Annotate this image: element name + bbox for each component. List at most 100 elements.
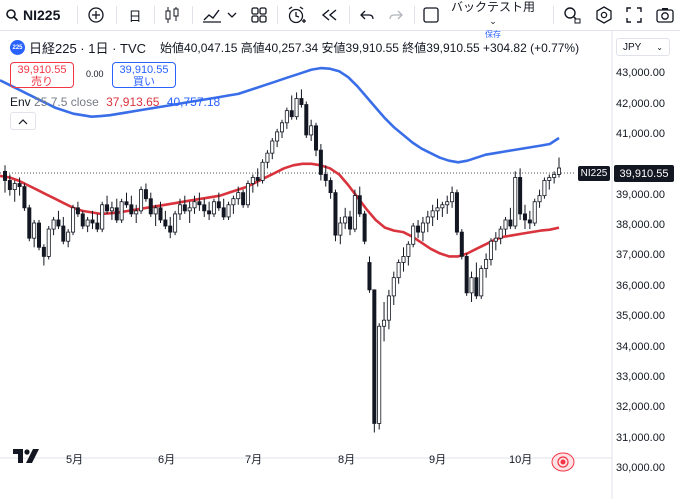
candle xyxy=(386,289,391,330)
candle xyxy=(508,207,513,230)
candle xyxy=(71,204,76,236)
price-axis-label: 38,000.00 xyxy=(616,219,665,232)
envelope-indicator-legend[interactable]: Env 25 7.5 close 37,913.65 40,757.18 xyxy=(10,95,220,109)
candle xyxy=(216,192,221,211)
alert-icon xyxy=(287,6,307,24)
interval-button[interactable]: 日 xyxy=(126,0,144,30)
close-label: 終値 xyxy=(402,41,427,55)
candle xyxy=(236,186,241,205)
save-checkbox[interactable] xyxy=(421,0,441,30)
candle xyxy=(396,259,401,284)
candle xyxy=(3,165,8,193)
fullscreen-icon xyxy=(626,7,642,23)
price-axis-label: 36,000.00 xyxy=(616,279,665,292)
symbol-logo: 225 xyxy=(10,40,25,55)
candle xyxy=(527,210,532,230)
candle xyxy=(391,271,396,306)
candle xyxy=(435,198,440,220)
candle xyxy=(474,262,479,299)
candle xyxy=(279,119,284,138)
candle xyxy=(41,244,46,266)
currency-selector[interactable]: JPY ⌄ xyxy=(616,38,670,56)
replay-icon xyxy=(320,8,340,22)
last-price-symbol-tag: NI225 xyxy=(578,166,610,181)
settings-button[interactable] xyxy=(594,0,614,30)
candle xyxy=(211,198,216,217)
indicator-params: 25 7.5 close xyxy=(34,95,99,109)
time-axis-label: 9月 xyxy=(429,454,447,466)
candle xyxy=(338,216,343,245)
quick-search-button[interactable] xyxy=(562,0,582,30)
checkbox-icon xyxy=(423,7,439,23)
indicators-button[interactable] xyxy=(200,0,240,30)
candle xyxy=(479,265,484,299)
chart-type-button[interactable] xyxy=(163,0,181,30)
alert-button[interactable] xyxy=(286,0,308,30)
high-label: 高値 xyxy=(240,41,265,55)
backtest-save-status: 保存 xyxy=(485,30,501,39)
candle xyxy=(158,201,163,224)
price-chart[interactable] xyxy=(0,31,680,499)
candle xyxy=(425,210,430,233)
top-toolbar: NI225 日 バックテスト用 ⌄ 保存 xyxy=(0,0,680,39)
backtest-layout-button[interactable]: バックテスト用 ⌄ 保存 xyxy=(448,1,538,41)
replay-button[interactable] xyxy=(320,0,340,30)
candle xyxy=(153,204,158,227)
candle xyxy=(182,195,187,214)
candle xyxy=(318,144,323,181)
candle xyxy=(119,198,124,224)
record-button[interactable] xyxy=(551,452,575,477)
low-value: 39,910.55 xyxy=(345,41,399,55)
candle xyxy=(37,219,42,251)
candle xyxy=(537,189,542,208)
candle xyxy=(357,186,362,217)
candle xyxy=(12,180,17,202)
candle xyxy=(7,174,12,196)
candle xyxy=(498,226,503,245)
candle xyxy=(221,198,226,220)
price-axis-label: 43,000.00 xyxy=(616,67,665,80)
tradingview-logo[interactable] xyxy=(12,448,40,469)
candle xyxy=(532,198,537,227)
candle xyxy=(440,201,445,217)
price-axis-label: 42,000.00 xyxy=(616,97,665,110)
candle xyxy=(168,216,173,239)
candle xyxy=(503,216,508,236)
collapse-legend-button[interactable] xyxy=(10,112,36,130)
layout-button[interactable] xyxy=(250,0,268,30)
price-axis-label: 31,000.00 xyxy=(616,431,665,444)
candle xyxy=(522,204,527,230)
last-price-tag: 39,910.55 xyxy=(614,165,674,182)
redo-button[interactable] xyxy=(387,0,405,30)
symbol-search[interactable]: NI225 xyxy=(6,0,66,30)
fullscreen-button[interactable] xyxy=(624,0,644,30)
price-axis-label: 30,000.00 xyxy=(616,462,665,474)
time-axis-label: 10月 xyxy=(509,454,533,466)
candle xyxy=(51,216,56,236)
buy-button[interactable]: 39,910.55 買い xyxy=(112,62,176,88)
add-symbol-button[interactable] xyxy=(86,0,106,30)
symbol-title[interactable]: 日経225 · 1日 · TVC xyxy=(29,41,147,56)
candle xyxy=(557,157,562,178)
snapshot-button[interactable] xyxy=(655,0,675,30)
candle xyxy=(187,201,192,224)
candle xyxy=(352,189,357,233)
undo-button[interactable] xyxy=(358,0,376,30)
price-axis-label: 39,000.00 xyxy=(616,188,665,201)
candle xyxy=(124,192,129,208)
currency-label: JPY xyxy=(623,41,642,53)
time-axis-label: 8月 xyxy=(338,454,356,466)
quick-search-icon xyxy=(563,6,581,24)
candle xyxy=(406,241,411,266)
candle xyxy=(464,253,469,296)
price-axis-label: 37,000.00 xyxy=(616,249,665,262)
time-axis-label: 7月 xyxy=(245,454,263,466)
indicator-lower-value: 37,913.65 xyxy=(106,95,160,109)
sell-button[interactable]: 39,910.55 売り xyxy=(10,62,74,88)
sell-price: 39,910.55 xyxy=(17,64,67,76)
candle xyxy=(430,204,435,227)
candle xyxy=(109,201,114,220)
candle xyxy=(163,210,168,230)
candle xyxy=(401,247,406,272)
candle xyxy=(207,201,212,220)
